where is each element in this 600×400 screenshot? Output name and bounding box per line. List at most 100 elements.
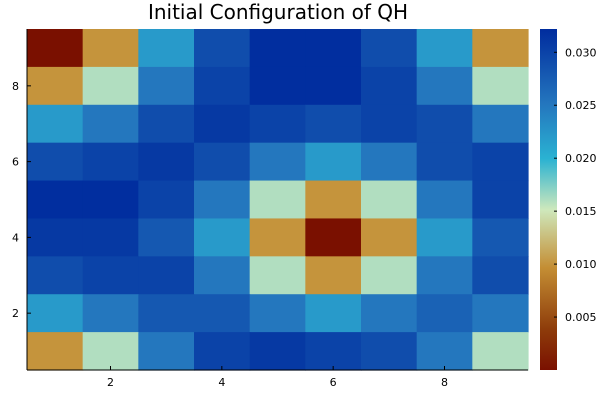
heatmap-cell [416,218,473,257]
heatmap-cell [194,332,251,371]
y-tick-label: 4 [12,231,19,244]
heatmap-cell [472,180,529,220]
y-tick-label: 6 [12,156,19,169]
heatmap-cell [416,66,473,106]
heatmap-cell [194,29,251,68]
heatmap-cell [138,104,195,144]
heatmap-cell [305,218,362,257]
heatmap-cell [305,256,362,295]
y-tick-label: 8 [12,80,19,93]
heatmap-cell [82,142,139,182]
heatmap-cell [194,256,251,295]
heatmap-cell [472,332,529,371]
heatmap-cell [249,332,306,371]
heatmap-cell [361,294,418,333]
y-tick-label: 2 [12,307,19,320]
heatmap-cell [82,294,139,333]
heatmap-cell [305,142,362,182]
heatmap-cell [305,29,362,68]
heatmap-cell [27,218,84,257]
heatmap-cell [361,142,418,182]
colorbar-tick-label: 0.015 [565,205,597,218]
x-tick-label: 2 [107,376,114,389]
heatmap-cell [249,218,306,257]
colorbar-tick-label: 0.005 [565,311,597,324]
colorbar-ticks: 0.005 0.010 0.015 0.020 0.025 0.030 [554,46,597,324]
heatmap-cell [416,104,473,144]
heatmap-cell [361,332,418,371]
heatmap-cell [27,256,84,295]
x-tick-label: 6 [330,376,337,389]
heatmap-cell [361,256,418,295]
heatmap-cell [305,180,362,220]
heatmap-cell [27,104,84,144]
heatmap-cell [249,142,306,182]
x-tick-label: 4 [218,376,225,389]
heatmap-cell [361,218,418,257]
heatmap-cell [416,256,473,295]
heatmap-cell [361,104,418,144]
heatmap-cell [249,180,306,220]
heatmap-cell [27,180,84,220]
heatmap-cell [138,142,195,182]
heatmap-cell [138,218,195,257]
heatmap-cell [82,332,139,371]
heatmap-cell [416,180,473,220]
heatmap-cell [82,180,139,220]
heatmap-cell [27,332,84,371]
heatmap-cell [82,256,139,295]
heatmap-cell [82,104,139,144]
x-tick-label: 8 [441,376,448,389]
heatmap-cell [249,104,306,144]
heatmap-cell [138,180,195,220]
heatmap-cell [138,29,195,68]
heatmap-cell [194,294,251,333]
heatmap-cell [305,66,362,106]
heatmap-cell [472,218,529,257]
heatmap-cell [194,66,251,106]
heatmap-cell [416,332,473,371]
heatmap-cell [472,142,529,182]
heatmap-cell [82,218,139,257]
heatmap-cell [416,29,473,68]
heatmap-cell [27,294,84,333]
heatmap-cell [27,29,84,68]
colorbar-tick-label: 0.030 [565,46,597,59]
x-axis-ticks: 2 4 6 8 [107,366,448,389]
heatmap-cell [249,294,306,333]
heatmap-cells [27,29,529,371]
heatmap-cell [305,294,362,333]
heatmap-cell [249,29,306,68]
heatmap-cell [194,218,251,257]
heatmap-cell [416,294,473,333]
heatmap-cell [138,294,195,333]
heatmap-cell [82,29,139,68]
heatmap-cell [472,104,529,144]
heatmap-cell [472,66,529,106]
heatmap-cell [416,142,473,182]
colorbar-tick-label: 0.025 [565,99,597,112]
colorbar-tick-label: 0.010 [565,258,597,271]
heatmap-cell [27,142,84,182]
heatmap-cell [194,142,251,182]
heatmap-cell [27,66,84,106]
heatmap-cell [138,256,195,295]
heatmap-cell [472,29,529,68]
heatmap-cell [361,29,418,68]
colorbar [540,29,557,370]
y-axis-ticks: 2 4 6 8 [12,80,31,320]
heatmap-cell [249,256,306,295]
colorbar-tick-label: 0.020 [565,152,597,165]
heatmap-cell [82,66,139,106]
heatmap-cell [472,256,529,295]
heatmap-cell [305,332,362,371]
heatmap-cell [194,180,251,220]
heatmap-cell [194,104,251,144]
heatmap-cell [361,180,418,220]
heatmap-cell [472,294,529,333]
heatmap-cell [361,66,418,106]
chart-title: Initial Configuration of QH [148,0,408,24]
heatmap-cell [138,332,195,371]
heatmap-cell [249,66,306,106]
